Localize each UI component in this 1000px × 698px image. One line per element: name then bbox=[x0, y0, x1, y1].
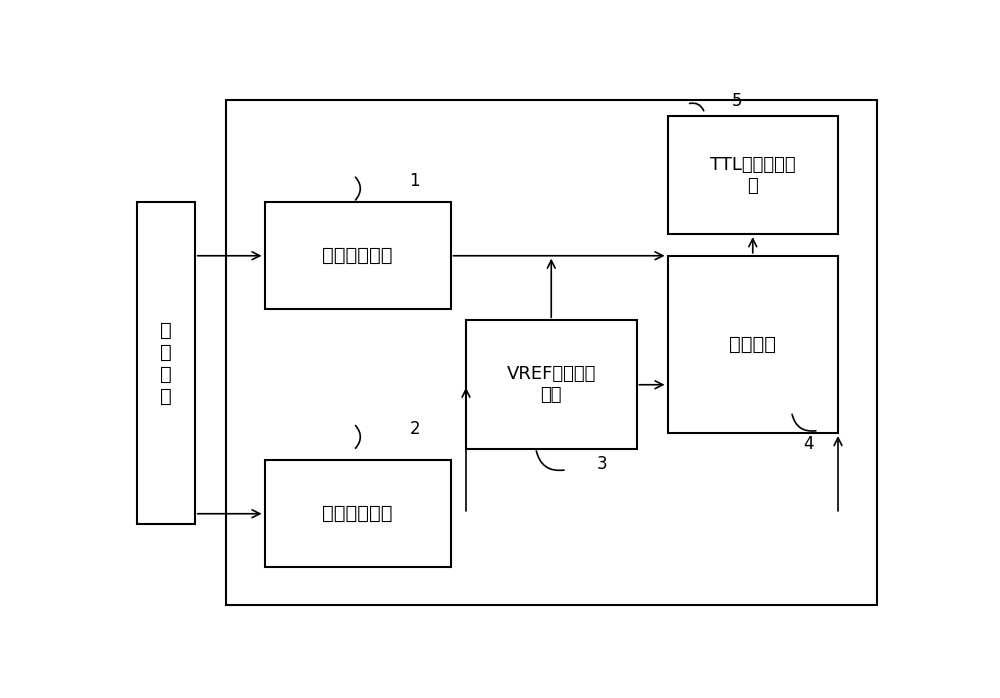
Bar bbox=[137, 202, 195, 524]
Text: 电压采样模块: 电压采样模块 bbox=[322, 246, 393, 265]
Bar bbox=[264, 460, 450, 567]
Text: 4: 4 bbox=[803, 435, 814, 453]
Text: 电源转换模块: 电源转换模块 bbox=[322, 504, 393, 524]
Text: TTL通讯隔离模
块: TTL通讯隔离模 块 bbox=[710, 156, 796, 195]
Text: 3: 3 bbox=[596, 454, 607, 473]
Text: 2: 2 bbox=[409, 419, 420, 438]
Text: VREF参考电压
模块: VREF参考电压 模块 bbox=[507, 365, 596, 404]
Text: 5: 5 bbox=[732, 92, 742, 110]
Bar bbox=[226, 100, 877, 605]
Bar bbox=[466, 320, 637, 450]
Bar bbox=[668, 116, 838, 235]
Text: 控制模块: 控制模块 bbox=[729, 335, 776, 354]
Text: 1: 1 bbox=[409, 172, 420, 189]
Text: 待
测
电
压: 待 测 电 压 bbox=[160, 321, 172, 406]
Bar bbox=[668, 255, 838, 433]
Bar bbox=[264, 202, 450, 309]
